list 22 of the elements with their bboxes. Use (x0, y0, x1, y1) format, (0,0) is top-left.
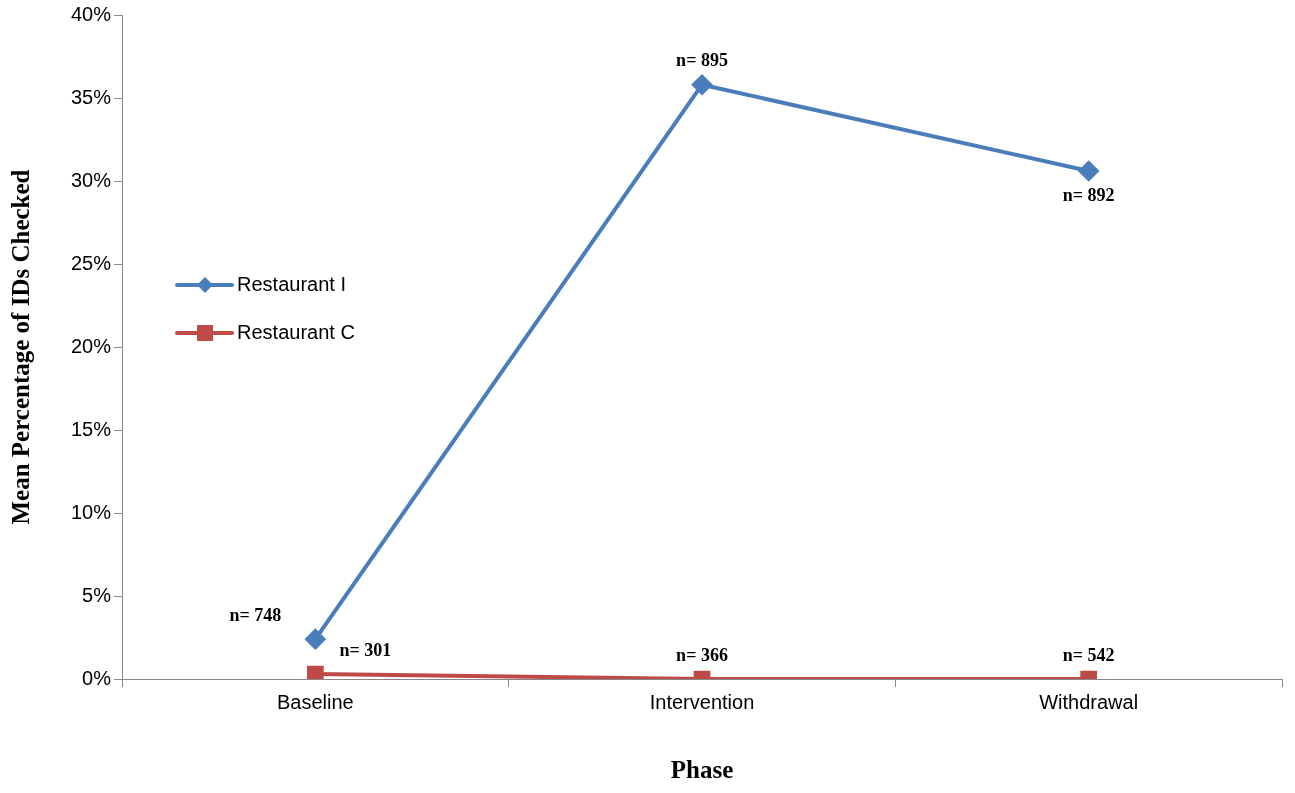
legend-label: Restaurant I (237, 272, 346, 295)
annotation: n= 748 (229, 604, 282, 625)
x-tick-label: Intervention (649, 690, 755, 713)
y-tick-label: 10% (71, 500, 112, 523)
y-axis-title: Mean Percentage of IDs Checked (7, 169, 35, 525)
x-tick-label: Withdrawal (1039, 690, 1139, 713)
annotation: n= 895 (676, 50, 728, 71)
annotation: n= 542 (1062, 644, 1115, 665)
y-tick-label: 0% (82, 666, 112, 689)
y-tick-label: 25% (71, 251, 112, 274)
y-tick-label: 5% (82, 583, 112, 606)
legend-label: Restaurant C (237, 320, 355, 343)
x-axis-title: Phase (670, 756, 734, 784)
y-tick-label: 40% (71, 2, 112, 25)
annotation: n= 892 (1062, 184, 1115, 205)
annotation: n= 366 (676, 644, 728, 665)
y-tick-label: 15% (71, 417, 112, 440)
y-tick-label: 35% (71, 85, 112, 108)
y-tick-label: 20% (71, 334, 112, 357)
x-tick-label: Baseline (277, 690, 354, 713)
y-tick-label: 30% (71, 168, 112, 191)
annotation: n= 301 (339, 639, 392, 660)
